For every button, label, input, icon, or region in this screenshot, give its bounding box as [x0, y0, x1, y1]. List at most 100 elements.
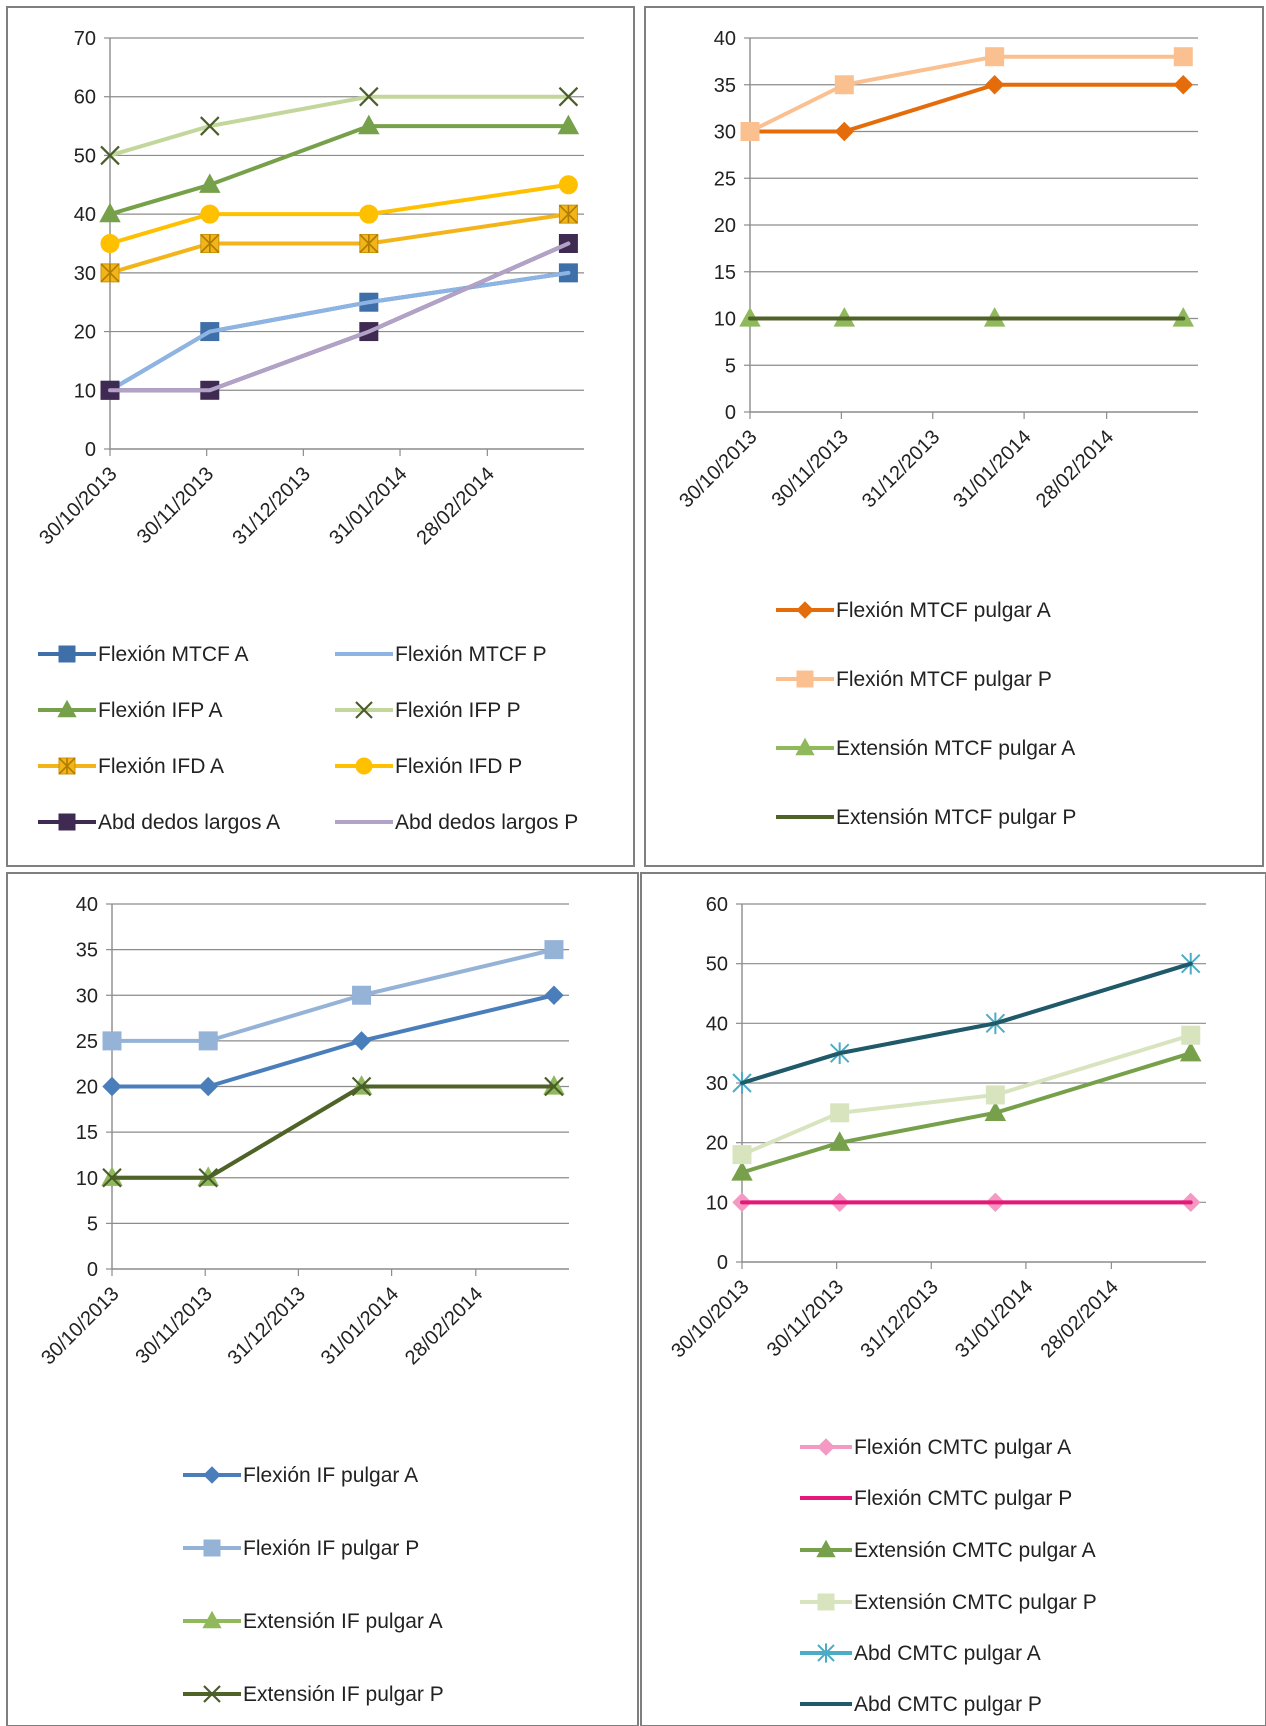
data-point — [359, 233, 379, 254]
data-point — [200, 204, 220, 224]
legend-label: Flexión IFD A — [98, 755, 224, 778]
legend-item: Flexión IF pulgar A — [183, 1464, 418, 1487]
y-tick-label: 40 — [714, 28, 736, 50]
legend-item: Flexión IF pulgar P — [183, 1537, 419, 1560]
data-point — [828, 1131, 851, 1151]
data-point — [199, 173, 221, 193]
y-tick-label: 30 — [74, 263, 96, 285]
y-tick-label: 70 — [74, 28, 96, 50]
legend-label: Flexión IFP A — [98, 699, 223, 722]
legend-marker — [816, 1539, 836, 1558]
data-point — [102, 1076, 122, 1097]
series-1-3 — [99, 114, 580, 223]
legend-label: Flexión IFP P — [395, 699, 521, 722]
y-tick-label: 30 — [76, 985, 98, 1007]
chart-frame — [640, 872, 1266, 1726]
data-point — [100, 263, 120, 283]
data-point — [102, 1031, 122, 1051]
legend-marker — [817, 1593, 835, 1611]
legend-label: Extensión CMTC pulgar A — [854, 1539, 1096, 1562]
legend-label: Extensión CMTC pulgar P — [854, 1591, 1097, 1614]
y-tick-label: 10 — [714, 309, 736, 331]
y-tick-label: 40 — [76, 894, 98, 916]
legend-label: Flexión MTCF pulgar A — [836, 599, 1051, 622]
legend-item: Abd dedos largos A — [38, 811, 280, 834]
legend-label: Extensión MTCF pulgar A — [836, 737, 1075, 760]
series-2-2 — [740, 47, 1193, 141]
y-tick-label: 15 — [76, 1122, 98, 1144]
data-point — [100, 234, 120, 253]
legend-label: Extensión IF pulgar P — [243, 1683, 444, 1706]
legend-label: Flexión MTCF pulgar P — [836, 668, 1052, 691]
data-point — [1179, 1041, 1202, 1062]
series-3-2 — [102, 940, 564, 1051]
y-tick-label: 50 — [74, 145, 96, 167]
legend-marker — [817, 1643, 835, 1663]
data-point — [558, 86, 579, 107]
y-tick-label: 50 — [706, 954, 728, 976]
y-tick-label: 30 — [706, 1073, 728, 1095]
y-tick-label: 60 — [74, 87, 96, 109]
series-4-3 — [731, 1041, 1202, 1181]
legend-label: Abd dedos largos A — [98, 811, 280, 834]
legend-item: Extensión CMTC pulgar A — [800, 1539, 1096, 1562]
y-tick-label: 10 — [706, 1192, 728, 1214]
data-point — [1181, 1025, 1201, 1045]
legend-label: Abd CMTC pulgar A — [854, 1642, 1041, 1665]
data-point — [200, 116, 220, 136]
chart-frame — [6, 872, 639, 1726]
y-tick-label: 0 — [85, 439, 96, 461]
legend-label: Flexión MTCF A — [98, 643, 249, 666]
data-point — [198, 1031, 218, 1051]
series-line — [110, 1084, 556, 1180]
legend-marker — [355, 757, 373, 775]
legend-item: Abd CMTC pulgar A — [800, 1642, 1041, 1665]
data-point — [985, 1085, 1005, 1105]
series-line — [108, 241, 571, 393]
legend-item: Extensión MTCF pulgar P — [776, 806, 1076, 829]
legend-label: Flexión MTCF P — [395, 643, 547, 666]
data-point — [834, 121, 855, 142]
series-1-8 — [108, 241, 571, 393]
legend-label: Flexión IF pulgar A — [243, 1464, 418, 1487]
series-line — [748, 54, 1186, 134]
legend-item: Flexión IFD P — [335, 755, 522, 778]
y-tick-label: 60 — [706, 894, 728, 916]
series-1-4 — [100, 86, 579, 166]
legend-item: Flexión MTCF P — [335, 643, 547, 666]
legend-marker — [203, 1685, 221, 1703]
y-tick-label: 20 — [706, 1133, 728, 1155]
y-tick-label: 25 — [76, 1031, 98, 1053]
y-tick-label: 0 — [725, 402, 736, 424]
legend-marker — [795, 737, 815, 756]
y-tick-label: 30 — [714, 122, 736, 144]
legend-item: Flexión CMTC pulgar A — [800, 1436, 1071, 1459]
legend-item: Flexión MTCF A — [38, 643, 249, 666]
legend-label: Flexión IF pulgar P — [243, 1537, 419, 1560]
data-point — [740, 122, 760, 141]
data-point — [359, 204, 379, 224]
chart-frame — [644, 6, 1264, 867]
legend-label: Extensión IF pulgar A — [243, 1610, 443, 1633]
series-line — [110, 993, 556, 1089]
series-line — [748, 82, 1186, 134]
legend-item: Extensión IF pulgar A — [183, 1610, 443, 1633]
data-point — [984, 1101, 1007, 1121]
legend-marker — [817, 1438, 835, 1456]
legend-marker — [203, 1539, 221, 1557]
y-tick-label: 0 — [87, 1259, 98, 1281]
series-4-4 — [732, 1025, 1201, 1165]
series-line — [108, 124, 571, 217]
data-point — [198, 1076, 218, 1097]
legend-item: Flexión MTCF pulgar P — [776, 668, 1052, 691]
series-line — [740, 1051, 1193, 1175]
data-point — [352, 985, 372, 1005]
data-point — [1173, 75, 1193, 95]
data-point — [834, 75, 854, 95]
legend: Flexión MTCF A Flexión MTCF P Flexión IFP … — [38, 643, 578, 834]
legend-item: Abd CMTC pulgar P — [800, 1693, 1042, 1716]
y-tick-label: 20 — [74, 322, 96, 344]
legend-marker — [355, 701, 373, 719]
series-line — [108, 212, 571, 275]
